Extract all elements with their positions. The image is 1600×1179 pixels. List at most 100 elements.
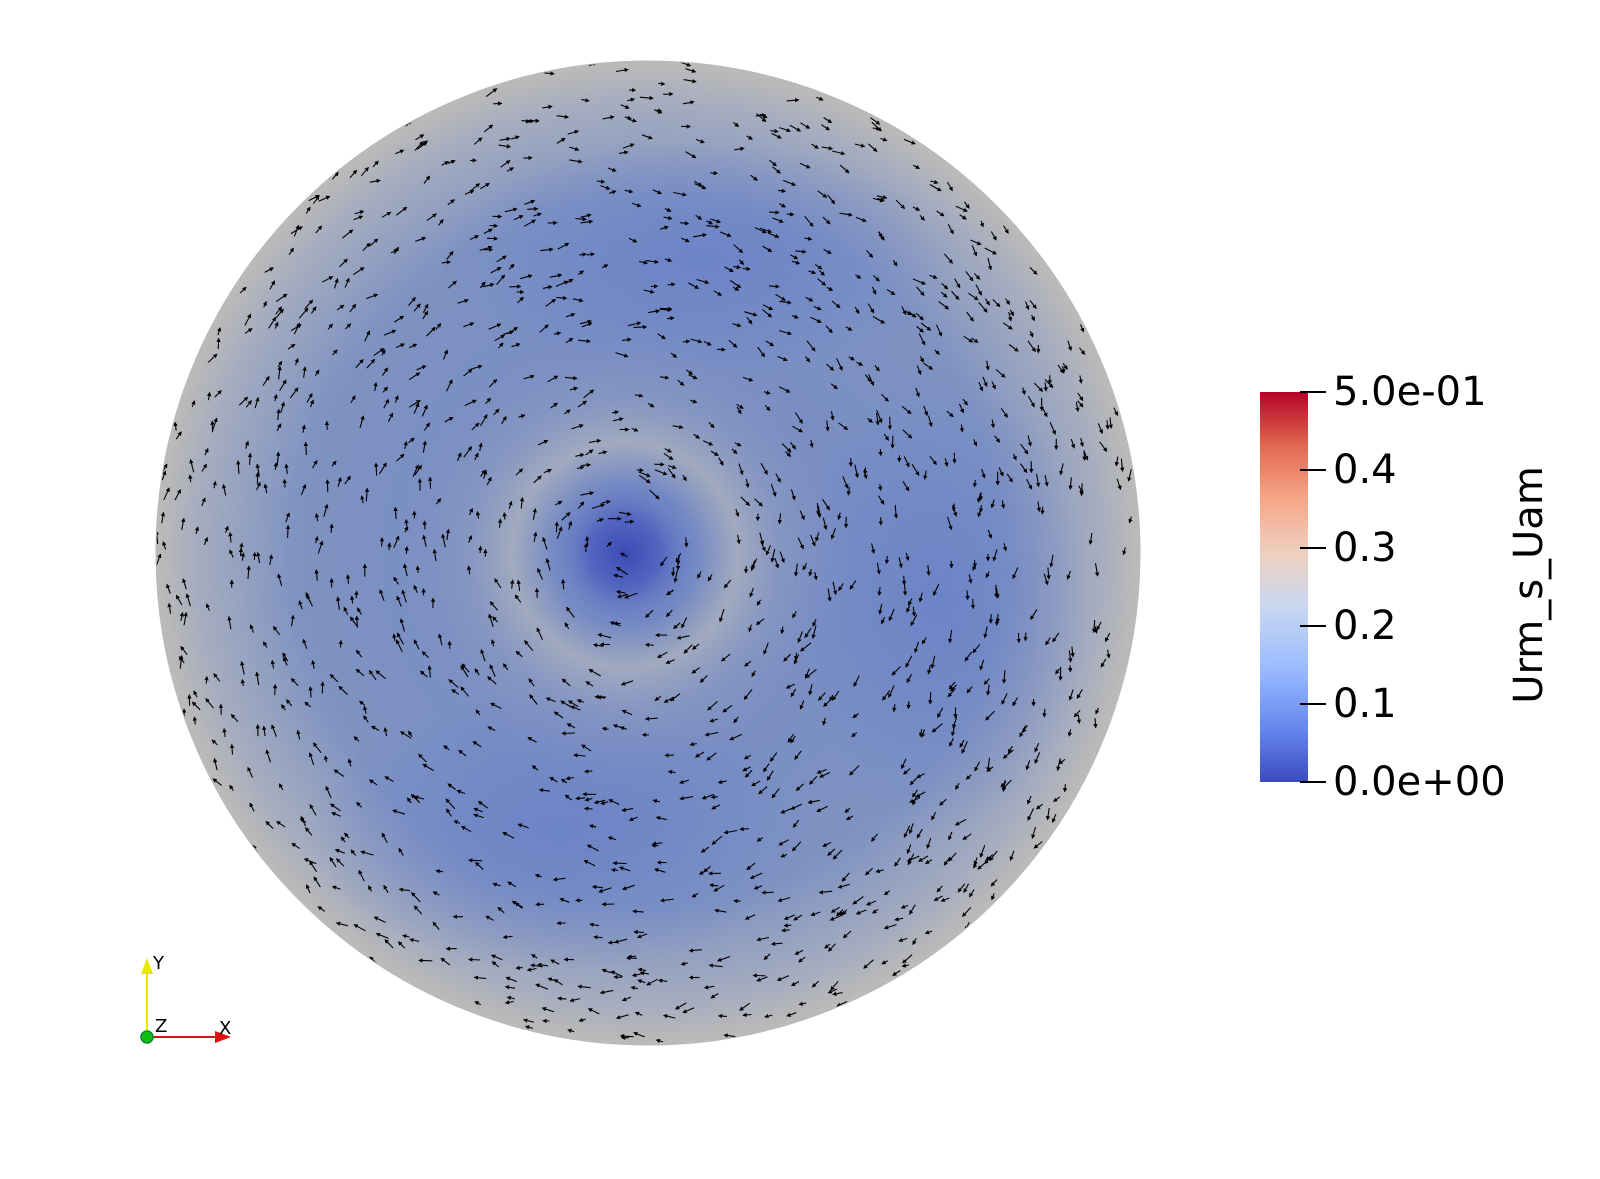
vector-arrow-icon [710,170,719,176]
vector-arrow-icon [743,688,753,700]
vector-arrow-icon [566,723,576,729]
vector-arrow-icon [393,576,399,585]
vector-arrow-icon [381,349,386,356]
vector-arrow-icon [1020,443,1029,455]
vector-arrow-icon [813,572,818,581]
vector-arrow-icon [949,560,954,569]
vector-arrow-icon [447,783,456,790]
vector-arrow-icon [628,816,638,822]
vector-arrow-icon [1114,456,1120,467]
vector-arrow-icon [1079,483,1084,497]
vector-arrow-icon [488,378,498,388]
vector-arrow-icon [951,503,957,512]
vector-arrow-icon [279,379,287,392]
vector-arrow-icon [683,644,693,654]
vector-arrow-icon [716,955,731,962]
vector-arrow-icon [632,909,644,914]
vector-arrow-icon [413,584,418,593]
vector-arrow-icon [315,225,323,234]
vector-arrow-icon [984,247,998,255]
vector-arrow-icon [483,469,488,479]
vector-arrow-icon [985,853,994,861]
vector-arrow-icon [469,364,483,371]
vector-arrow-icon [383,398,389,409]
vector-arrow-icon [918,729,924,738]
vector-arrow-icon [204,675,209,684]
vector-arrow-icon [527,206,539,212]
vector-arrow-icon [842,476,849,489]
vector-arrow-icon [564,622,570,630]
vector-arrow-icon [798,956,806,963]
vector-arrow-icon [413,303,421,312]
vector-arrow-icon [426,326,436,337]
vector-arrow-icon [517,296,525,304]
vector-arrow-icon [577,501,585,509]
vector-arrow-icon [480,414,488,427]
vector-arrow-icon [485,88,498,98]
vector-arrow-icon [719,608,725,623]
vector-arrow-icon [694,751,705,758]
vector-arrow-icon [970,598,976,610]
vector-arrow-icon [542,285,553,290]
vector-arrow-icon [724,266,734,273]
vector-arrow-icon [667,468,676,479]
vector-arrow-icon [863,467,868,476]
vector-arrow-icon [988,614,994,624]
vector-arrow-icon [663,452,674,461]
vector-arrow-icon [337,476,342,487]
vector-arrow-icon [689,742,697,747]
vector-arrow-icon [881,393,889,402]
vector-arrow-icon [474,861,484,871]
vector-arrow-icon [349,303,357,313]
vector-arrow-icon [1095,707,1100,715]
vector-arrow-icon [553,711,564,719]
vector-arrow-icon [832,849,843,860]
vector-arrow-icon [448,280,457,289]
vector-arrow-icon [438,218,444,226]
vector-arrow-icon [912,938,917,946]
vector-arrow-icon [318,195,331,202]
vector-arrow-icon [238,396,249,406]
vector-arrow-icon [580,219,594,224]
vector-arrow-icon [810,911,821,917]
vector-arrow-icon [523,219,537,227]
vector-arrow-icon [565,337,574,344]
vector-arrow-icon [658,81,666,86]
vector-arrow-icon [695,214,703,220]
vector-arrow-icon [955,782,960,790]
vector-arrow-icon [785,451,792,457]
vector-arrow-icon [473,137,483,145]
vector-arrow-icon [1027,795,1032,805]
vector-arrow-icon [822,517,828,531]
vector-arrow-icon [224,525,229,533]
vector-arrow-icon [504,985,516,990]
vector-arrow-icon [381,832,388,844]
vector-arrow-icon [1075,401,1080,413]
vector-arrow-icon [244,328,253,334]
vector-arrow-icon [303,441,309,456]
vector-arrow-icon [804,236,813,241]
vector-arrow-icon [192,716,198,725]
vector-arrow-icon [1093,626,1098,634]
vector-arrow-icon [285,524,291,538]
vector-arrow-icon [1120,458,1125,472]
vector-arrow-icon [655,815,667,821]
vector-arrow-icon [331,171,339,180]
vector-arrow-icon [350,395,356,404]
vector-arrow-icon [276,820,286,828]
vector-arrow-icon [895,199,906,210]
vector-arrow-icon [990,231,997,241]
vector-arrow-icon [827,194,836,205]
vector-arrow-icon [920,322,932,331]
vector-arrow-icon [282,478,287,488]
vector-arrow-icon [472,740,482,748]
vector-arrow-icon [832,690,840,701]
vector-arrow-icon [954,278,961,289]
vector-arrow-icon [978,492,984,501]
vector-arrow-icon [585,449,594,456]
vector-arrow-icon [937,707,944,719]
vector-arrow-icon [1002,749,1014,759]
vector-arrow-icon [293,322,300,335]
vector-arrow-icon [349,595,355,604]
